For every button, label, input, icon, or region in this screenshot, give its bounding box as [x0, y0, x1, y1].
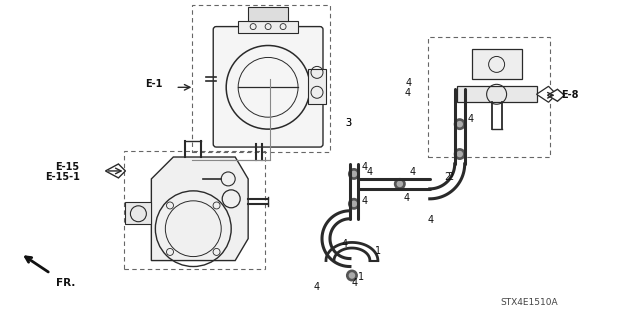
Bar: [248, 7, 288, 21]
Bar: [238, 21, 298, 33]
Bar: [124, 151, 265, 269]
Text: E-1: E-1: [145, 79, 163, 89]
Circle shape: [454, 148, 466, 160]
Bar: [457, 86, 536, 102]
Circle shape: [456, 151, 463, 157]
Bar: [308, 70, 326, 104]
Text: 4: 4: [362, 196, 368, 206]
FancyBboxPatch shape: [213, 26, 323, 147]
Circle shape: [351, 201, 357, 207]
Text: 4: 4: [341, 239, 348, 249]
Circle shape: [348, 168, 360, 180]
Circle shape: [397, 181, 403, 187]
Text: E-15: E-15: [56, 162, 80, 172]
Text: STX4E1510A: STX4E1510A: [500, 298, 558, 307]
Circle shape: [349, 272, 355, 279]
Text: 3: 3: [345, 118, 351, 128]
Bar: [472, 49, 522, 79]
Text: 1: 1: [375, 246, 381, 256]
Text: 4: 4: [403, 193, 409, 203]
Text: 4: 4: [362, 162, 368, 172]
Text: E-15-1: E-15-1: [45, 172, 81, 182]
Polygon shape: [547, 89, 564, 101]
Polygon shape: [536, 86, 557, 102]
Circle shape: [394, 178, 406, 190]
Bar: [428, 37, 550, 157]
Text: 4: 4: [410, 167, 416, 177]
Text: E-8: E-8: [561, 90, 579, 100]
Bar: [192, 5, 330, 152]
Bar: [125, 202, 152, 224]
Circle shape: [351, 171, 357, 177]
Text: 4: 4: [405, 78, 411, 88]
Text: 3: 3: [346, 118, 352, 128]
Text: FR.: FR.: [56, 278, 75, 288]
Text: 4: 4: [404, 88, 411, 98]
Text: 4: 4: [428, 215, 433, 225]
Text: 4: 4: [314, 282, 320, 292]
Polygon shape: [152, 157, 248, 261]
Circle shape: [346, 270, 358, 281]
Text: 2: 2: [445, 172, 451, 182]
Text: 1: 1: [358, 272, 365, 282]
Circle shape: [456, 121, 463, 127]
Circle shape: [454, 118, 466, 130]
Text: 4: 4: [352, 278, 358, 288]
Text: 2: 2: [448, 172, 454, 182]
Text: 4: 4: [468, 114, 474, 124]
Circle shape: [348, 198, 360, 210]
Polygon shape: [106, 164, 125, 178]
Text: 4: 4: [367, 167, 373, 177]
